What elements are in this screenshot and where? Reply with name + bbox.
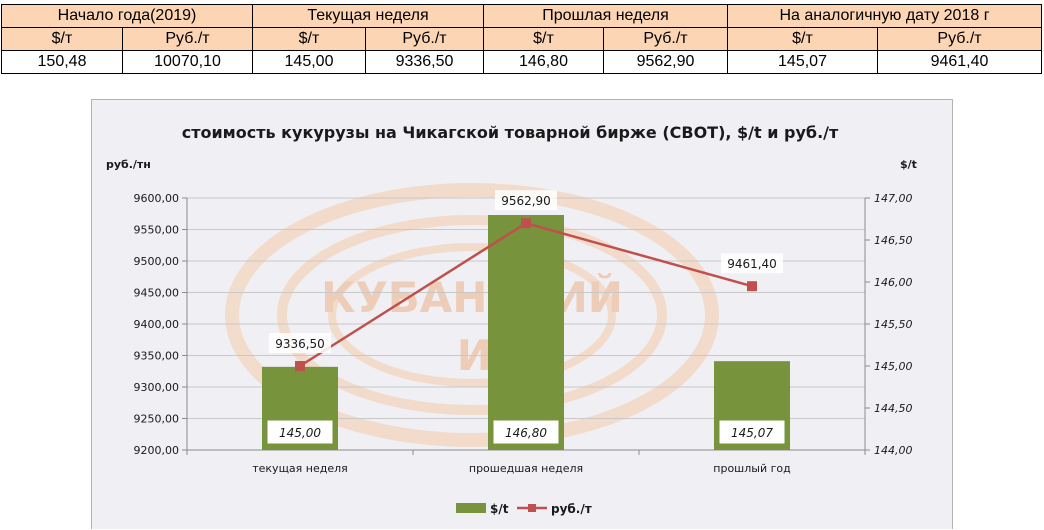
header-start-of-year: Начало года(2019) [1,4,253,28]
legend: $/t руб./т [456,502,592,516]
value-cell: 10070,10 [122,50,253,74]
legend-marker [528,504,536,512]
y-tick-label: 9550,00 [134,224,180,237]
y2-tick-label: 146,00 [874,276,913,289]
corn-price-chart: КУБАНСКИЙ ИАЦ стоимость кукурузы на Чика… [106,123,917,516]
y-axis-right-title: $/t [900,158,917,171]
y-tick-label: 9600,00 [134,192,180,205]
value-cell: 9461,40 [876,50,1043,74]
bar-label-box [718,419,786,445]
y-tick-label: 9350,00 [134,350,180,363]
table-value-row: 150,48 10070,10 145,00 9336,50 146,80 95… [1,50,1043,74]
y-tick-label: 9500,00 [134,255,180,268]
table-subheader-row: $/т Руб./т $/т Руб./т $/т Руб./т $/т Руб… [1,27,1043,51]
y2-tick-label: 145,00 [874,360,913,373]
bar-data-label: 146,80 [505,426,547,440]
line-label-box [495,190,557,211]
line-data-label: 9562,90 [501,194,551,208]
bar-data-label: 145,00 [279,426,321,440]
subheader-cell: $/т [1,27,123,51]
watermark-line-1: КУБАНСКИЙ [321,272,623,322]
bar-label-box [492,419,560,445]
table-header-row: Начало года(2019) Текущая неделя Прошлая… [1,4,1043,28]
subheader-cell: $/т [727,27,878,51]
y-axis-left-title: руб./тн [106,158,151,171]
header-current-week: Текущая неделя [252,4,484,28]
bar [488,215,564,450]
x-tick-label: текущая неделя [252,462,348,475]
watermark-logo: КУБАНСКИЙ ИАЦ [225,183,719,447]
y2-tick-label: 145,50 [874,318,913,331]
subheader-cell: Руб./т [603,27,728,51]
header-same-date-2018: На аналогичную дату 2018 г [726,4,1043,28]
y-tick-label: 9400,00 [134,318,180,331]
line-data-label: 9336,50 [275,337,325,351]
line-point [521,218,531,229]
line-label-box [269,333,331,353]
subheader-cell: $/т [483,27,604,51]
legend-swatch-bar [456,503,486,513]
value-cell: 9562,90 [603,50,728,74]
value-cell: 150,48 [1,50,123,74]
y2-tick-label: 146,50 [874,234,913,247]
y2-tick-label: 144,50 [874,402,913,415]
y-tick-label: 9200,00 [134,444,180,457]
price-table: Начало года(2019) Текущая неделя Прошлая… [1,4,1043,74]
y2-tick-label: 144,00 [874,444,913,457]
bar-data-label: 145,07 [731,426,773,440]
header-last-week: Прошлая неделя [483,4,728,28]
y2-tick-label: 147,00 [874,192,913,205]
subheader-cell: $/т [252,27,366,51]
x-tick-label: прошлый год [713,462,791,475]
line-label-box [721,253,783,274]
value-cell: 145,07 [727,50,878,74]
subheader-cell: Руб./т [876,27,1043,51]
value-cell: 145,00 [252,50,366,74]
x-tick-label: прошедшая неделя [469,462,583,475]
value-cell: 9336,50 [365,50,484,74]
line-point [295,361,305,371]
y-tick-label: 9450,00 [134,287,180,300]
subheader-cell: Руб./т [365,27,484,51]
line-point [747,281,757,292]
y-tick-label: 9250,00 [134,413,180,426]
chart-area: КУБАНСКИЙ ИАЦ стоимость кукурузы на Чика… [91,99,953,529]
line-series: 9336,50 9562,90 9461,40 [269,190,783,371]
legend-label-line: руб./т [551,502,592,516]
line-data-label: 9461,40 [727,257,777,271]
bar-label-box [266,419,334,445]
value-cell: 146,80 [483,50,604,74]
y-tick-label: 9300,00 [134,381,180,394]
bar-series: 145,00 146,80 145,07 [262,215,790,450]
legend-label-bar: $/t [490,502,509,516]
subheader-cell: Руб./т [122,27,253,51]
chart-title: стоимость кукурузы на Чикагской товарной… [182,123,839,142]
